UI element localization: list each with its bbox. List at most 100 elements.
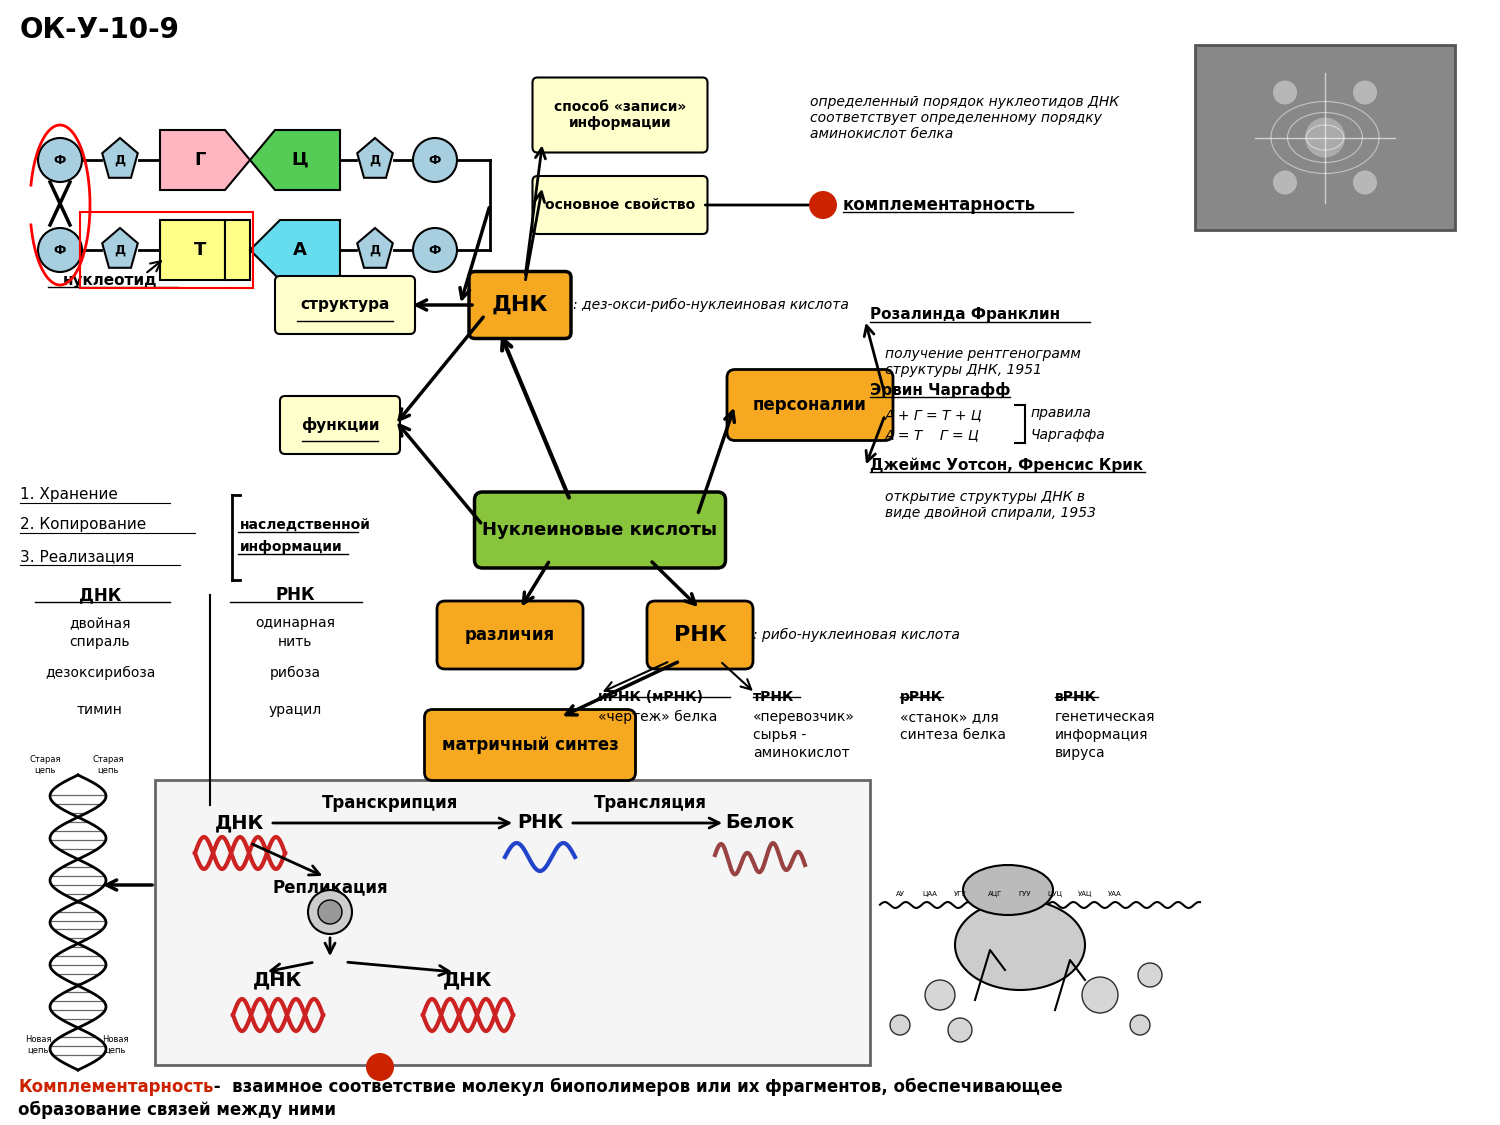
Text: 1. Хранение: 1. Хранение xyxy=(20,487,118,503)
Text: Ф: Ф xyxy=(429,153,441,166)
Text: сырья -: сырья - xyxy=(753,728,807,742)
FancyBboxPatch shape xyxy=(728,369,892,441)
Text: двойная: двойная xyxy=(69,616,130,630)
Text: нуклеотид: нуклеотид xyxy=(63,272,158,288)
Text: ЦУЦ: ЦУЦ xyxy=(1047,891,1062,897)
Text: Д: Д xyxy=(114,153,126,166)
Text: Д: Д xyxy=(369,153,381,166)
Text: рРНК: рРНК xyxy=(900,690,944,704)
FancyBboxPatch shape xyxy=(646,601,753,669)
Circle shape xyxy=(1353,81,1377,105)
Text: РНК: РНК xyxy=(274,586,315,604)
Text: РНК: РНК xyxy=(674,626,726,645)
Text: Ф: Ф xyxy=(54,153,66,166)
Text: цепь: цепь xyxy=(27,1045,48,1054)
Text: спираль: спираль xyxy=(69,634,130,649)
Text: Д: Д xyxy=(114,243,126,256)
Circle shape xyxy=(948,1018,972,1042)
Text: Ф: Ф xyxy=(429,243,441,256)
Text: Старая: Старая xyxy=(30,756,60,765)
Circle shape xyxy=(413,138,458,182)
Circle shape xyxy=(926,980,956,1010)
Text: вируса: вируса xyxy=(1054,746,1106,760)
Circle shape xyxy=(38,228,82,272)
Text: -  взаимное соответствие молекул биополимеров или их фрагментов, обеспечивающее: - взаимное соответствие молекул биополим… xyxy=(209,1078,1062,1096)
Text: вРНК: вРНК xyxy=(1054,690,1096,704)
Text: синтеза белка: синтеза белка xyxy=(900,728,1007,742)
Text: АЦГ: АЦГ xyxy=(988,891,1002,897)
Circle shape xyxy=(1274,171,1298,195)
Text: Ц: Ц xyxy=(291,151,309,169)
FancyBboxPatch shape xyxy=(274,276,416,334)
FancyBboxPatch shape xyxy=(1196,45,1455,229)
Polygon shape xyxy=(357,138,393,178)
Text: УАА: УАА xyxy=(1108,891,1122,897)
Text: : рибо-нуклеиновая кислота: : рибо-нуклеиновая кислота xyxy=(753,628,960,642)
FancyBboxPatch shape xyxy=(424,710,636,781)
Text: УГУ: УГУ xyxy=(954,891,966,897)
Text: персоналии: персоналии xyxy=(753,396,867,414)
Text: «перевозчик»: «перевозчик» xyxy=(753,710,855,724)
Text: Нуклеиновые кислоты: Нуклеиновые кислоты xyxy=(483,521,717,539)
FancyBboxPatch shape xyxy=(470,271,572,339)
Text: Старая: Старая xyxy=(93,756,123,765)
Polygon shape xyxy=(225,220,251,280)
Text: Новая: Новая xyxy=(24,1035,51,1044)
Text: иРНК (мРНК): иРНК (мРНК) xyxy=(598,690,703,704)
Circle shape xyxy=(308,890,352,934)
Text: «чертеж» белка: «чертеж» белка xyxy=(598,710,717,724)
FancyBboxPatch shape xyxy=(154,780,870,1065)
FancyBboxPatch shape xyxy=(532,176,708,234)
Text: РНК: РНК xyxy=(518,813,562,832)
Text: рибоза: рибоза xyxy=(270,666,321,680)
Text: урацил: урацил xyxy=(268,703,321,717)
Text: определенный порядок нуклеотидов ДНК
соответствует определенному порядку
аминоки: определенный порядок нуклеотидов ДНК соо… xyxy=(810,94,1119,142)
Text: Розалинда Франклин: Розалинда Франклин xyxy=(870,307,1060,323)
Text: получение рентгенограмм
структуры ДНК, 1951: получение рентгенограмм структуры ДНК, 1… xyxy=(885,346,1082,377)
Polygon shape xyxy=(160,220,225,280)
Circle shape xyxy=(808,191,837,219)
Text: наследственной: наследственной xyxy=(240,518,370,532)
Text: тРНК: тРНК xyxy=(753,690,795,704)
Text: цепь: цепь xyxy=(34,765,56,774)
Text: способ «записи»
информации: способ «записи» информации xyxy=(554,100,686,130)
Text: одинарная: одинарная xyxy=(255,616,334,630)
Text: А + Г = Т + Ц: А + Г = Т + Ц xyxy=(885,408,983,422)
Text: тимин: тимин xyxy=(76,703,123,717)
Text: Джеймс Уотсон, Френсис Крик: Джеймс Уотсон, Френсис Крик xyxy=(870,457,1143,472)
Circle shape xyxy=(413,228,458,272)
Circle shape xyxy=(38,138,82,182)
Circle shape xyxy=(366,1053,394,1081)
Text: АУ: АУ xyxy=(896,891,904,897)
Text: ГУУ: ГУУ xyxy=(1019,891,1032,897)
Text: ЦАА: ЦАА xyxy=(922,891,938,897)
Text: информация: информация xyxy=(1054,728,1149,742)
Circle shape xyxy=(890,1015,910,1035)
Text: цепь: цепь xyxy=(98,765,118,774)
Text: функции: функции xyxy=(300,417,380,433)
Text: УАЦ: УАЦ xyxy=(1078,891,1092,897)
Text: А = Т    Г = Ц: А = Т Г = Ц xyxy=(885,428,980,442)
Text: : дез-окси-рибо-нуклеиновая кислота: : дез-окси-рибо-нуклеиновая кислота xyxy=(573,298,849,312)
Text: Комплементарность: Комплементарность xyxy=(18,1078,213,1096)
Text: Д: Д xyxy=(369,243,381,256)
Polygon shape xyxy=(160,130,250,190)
Polygon shape xyxy=(251,220,340,280)
Text: 2. Копирование: 2. Копирование xyxy=(20,518,147,532)
Text: Транскрипция: Транскрипция xyxy=(322,794,458,812)
Text: аминокислот: аминокислот xyxy=(753,746,849,760)
Text: матричный синтез: матричный синтез xyxy=(441,736,618,754)
Text: ДНК: ДНК xyxy=(492,295,549,315)
Text: образование связей между ними: образование связей между ними xyxy=(18,1101,336,1119)
Text: правила: правила xyxy=(1030,406,1090,420)
Text: Чаргаффа: Чаргаффа xyxy=(1030,428,1104,442)
Text: «станок» для: «станок» для xyxy=(900,710,999,724)
Text: Белок: Белок xyxy=(726,813,795,832)
Text: различия: различия xyxy=(465,626,555,643)
Text: ДНК: ДНК xyxy=(444,971,492,990)
Text: основное свойство: основное свойство xyxy=(544,198,694,212)
Circle shape xyxy=(1138,963,1162,987)
Circle shape xyxy=(1274,81,1298,105)
Text: цепь: цепь xyxy=(105,1045,126,1054)
Text: дезоксирибоза: дезоксирибоза xyxy=(45,666,154,680)
